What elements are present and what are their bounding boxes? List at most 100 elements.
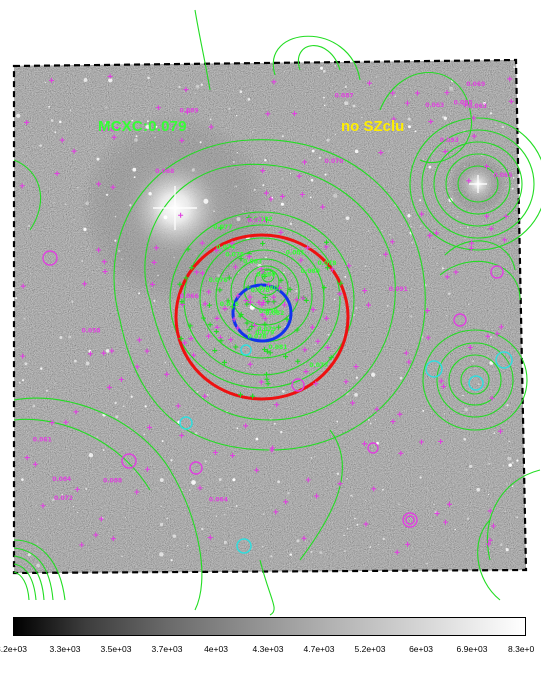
background-star [163, 215, 168, 220]
galaxy-marker [394, 549, 400, 555]
galaxy-marker [310, 307, 316, 313]
background-star [201, 527, 204, 531]
galaxy-marker [389, 239, 395, 245]
galaxy-marker [390, 90, 396, 96]
galaxy-marker [164, 371, 170, 377]
galaxy-marker [320, 204, 326, 210]
background-star [182, 362, 184, 364]
galaxy-marker [424, 308, 430, 314]
background-star [87, 483, 89, 485]
background-star [430, 150, 432, 152]
background-star [242, 205, 244, 207]
background-star [464, 238, 466, 239]
galaxy-marker [471, 115, 477, 121]
background-star [295, 106, 297, 108]
background-star [419, 199, 422, 202]
background-star [147, 76, 150, 80]
galaxy-marker [183, 275, 189, 281]
galaxy-marker [300, 295, 306, 301]
galaxy-marker [497, 428, 503, 434]
galaxy-marker [32, 461, 38, 467]
galaxy-marker [305, 477, 311, 483]
background-star [73, 219, 75, 221]
galaxy-marker [441, 384, 447, 390]
background-star [71, 299, 73, 301]
background-star [143, 433, 146, 436]
background-star [374, 418, 377, 421]
background-star [131, 119, 134, 122]
redshift-label: 0.082 [254, 216, 273, 223]
galaxy-marker [96, 247, 102, 253]
redshift-label: 0.063 [425, 102, 444, 109]
background-star [467, 226, 469, 228]
galaxy-marker [438, 439, 444, 445]
galaxy-marker [309, 324, 315, 330]
background-star [28, 225, 31, 227]
galaxy-marker [274, 402, 280, 408]
galaxy-marker [197, 485, 203, 491]
background-star [38, 518, 40, 520]
background-star [59, 336, 63, 339]
redshift-label: 0.069 [466, 81, 485, 88]
galaxy-marker [212, 449, 218, 455]
background-star [343, 402, 345, 404]
galaxy-marker [229, 304, 235, 310]
background-star [153, 132, 154, 134]
galaxy-marker [487, 537, 493, 543]
galaxy-marker [188, 336, 194, 342]
galaxy-marker [221, 359, 227, 365]
cluster-name-label: MCXC:0.079 [98, 118, 187, 135]
background-star [283, 70, 285, 72]
galaxy-marker [189, 265, 195, 271]
background-star [369, 546, 372, 549]
background-star [414, 130, 417, 133]
galaxy-marker [438, 378, 444, 384]
background-star [195, 84, 200, 89]
galaxy-marker [217, 287, 223, 293]
galaxy-marker [261, 347, 267, 353]
background-star [386, 481, 388, 483]
galaxy-marker [263, 190, 269, 196]
background-star [383, 184, 385, 186]
background-star [190, 305, 191, 307]
background-star [318, 76, 320, 78]
background-star [64, 129, 66, 131]
background-star [489, 112, 493, 115]
xray-contours [13, 9, 541, 616]
galaxy-marker [503, 213, 509, 219]
background-star [32, 404, 36, 408]
galaxy-marker [207, 322, 213, 328]
galaxy-marker [206, 333, 212, 339]
background-star [377, 544, 380, 546]
redshift-label: 0.085 [454, 100, 473, 107]
galaxy-marker [238, 256, 244, 262]
galaxy-marker [261, 270, 267, 276]
background-star [54, 382, 56, 384]
background-star [489, 458, 491, 460]
galaxy-marker [110, 536, 116, 542]
background-star [235, 115, 238, 117]
background-star [207, 394, 209, 396]
background-star [347, 528, 349, 530]
redshift-label: 0.080 [256, 272, 275, 279]
galaxy-marker [487, 508, 493, 514]
background-star [394, 95, 396, 97]
background-star [236, 427, 239, 430]
redshift-label: 0.076 [209, 277, 228, 284]
galaxy-marker [403, 350, 409, 356]
background-star [104, 122, 107, 124]
redshift-label: 0.072 [54, 495, 73, 502]
background-star [407, 214, 411, 218]
redshift-label: 0.071 [248, 217, 267, 224]
galaxy-marker [59, 137, 65, 143]
galaxy-marker [397, 411, 403, 417]
background-star [437, 104, 440, 106]
background-star [223, 540, 227, 544]
galaxy-marker [467, 345, 473, 351]
galaxy-marker [19, 183, 25, 189]
background-star [428, 165, 432, 169]
background-star [414, 333, 416, 335]
background-star [295, 289, 298, 293]
background-star [40, 367, 43, 370]
